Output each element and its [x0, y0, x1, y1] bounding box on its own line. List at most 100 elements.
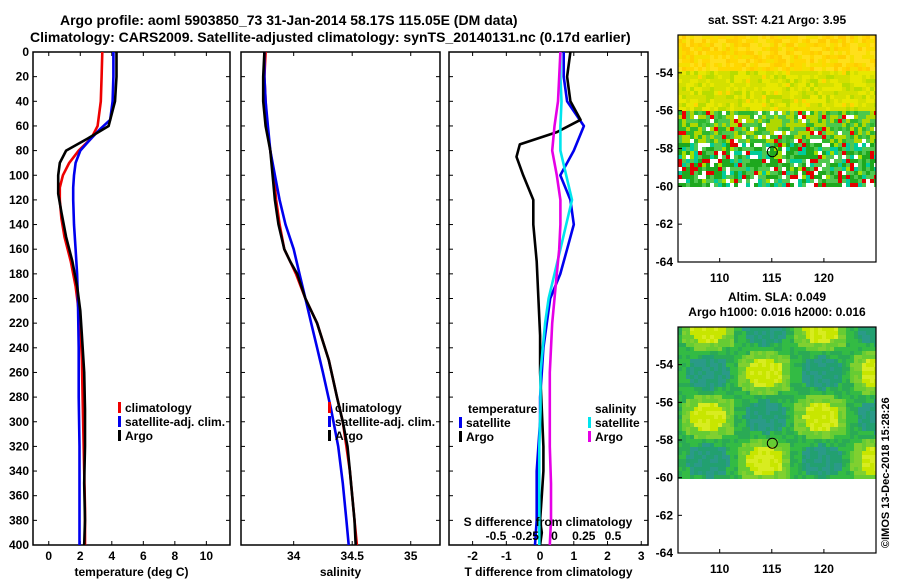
sst-pixel [682, 171, 686, 175]
sla-pixel [714, 387, 718, 391]
sst-pixel [722, 131, 726, 135]
sla-pixel [798, 331, 802, 335]
sla-pixel [778, 391, 782, 395]
sla-pixel [698, 387, 702, 391]
sst-pixel [794, 135, 798, 139]
sla-pixel [710, 335, 714, 339]
sla-pixel [778, 427, 782, 431]
sla-pixel [866, 387, 870, 391]
sst-pixel [810, 167, 814, 171]
sst-pixel [774, 71, 778, 75]
sst-pixel [814, 163, 818, 167]
sst-pixel [754, 175, 758, 179]
sla-pixel [706, 431, 710, 435]
sla-pixel [814, 435, 818, 439]
sst-pixel [806, 111, 810, 115]
sla-pixel [846, 423, 850, 427]
sla-pixel [862, 327, 866, 331]
sla-pixel [710, 411, 714, 415]
sla-pixel [790, 471, 794, 475]
sla-pixel [858, 451, 862, 455]
sla-pixel [846, 439, 850, 443]
sst-pixel [722, 159, 726, 163]
sla-pixel [822, 371, 826, 375]
sst-pixel [758, 55, 762, 59]
sst-pixel [738, 63, 742, 67]
sla-pixel [866, 439, 870, 443]
sla-pixel [870, 467, 874, 471]
sst-map-argo-marker [766, 146, 778, 158]
sla-pixel [698, 371, 702, 375]
sla-map-argo-marker [766, 437, 778, 449]
sla-pixel [854, 339, 858, 343]
sla-pixel [714, 475, 718, 479]
sst-pixel [714, 91, 718, 95]
sla-pixel [746, 367, 750, 371]
sla-pixel [750, 439, 754, 443]
sst-pixel [726, 135, 730, 139]
sla-pixel [722, 411, 726, 415]
sla-pixel [834, 371, 838, 375]
sst-pixel [722, 39, 726, 43]
sst-pixel [710, 63, 714, 67]
sst-pixel [782, 115, 786, 119]
legend-salinity-2-swatch [328, 430, 331, 441]
sst-pixel [694, 163, 698, 167]
sla-pixel [862, 399, 866, 403]
sla-pixel [858, 455, 862, 459]
sla-pixel [842, 335, 846, 339]
sst-pixel [686, 143, 690, 147]
sst-pixel [782, 167, 786, 171]
sla-pixel [822, 363, 826, 367]
sst-pixel [818, 143, 822, 147]
sst-pixel [702, 131, 706, 135]
sla-pixel [822, 459, 826, 463]
sst-pixel [770, 159, 774, 163]
sst-pixel [834, 75, 838, 79]
sst-pixel [758, 91, 762, 95]
sst-pixel [782, 43, 786, 47]
sla-pixel [866, 335, 870, 339]
sla-pixel [694, 359, 698, 363]
sst-pixel [814, 95, 818, 99]
sst-pixel [806, 171, 810, 175]
sst-pixel [794, 83, 798, 87]
sla-pixel [830, 463, 834, 467]
sla-pixel [694, 419, 698, 423]
sst-pixel [770, 119, 774, 123]
sst-pixel [714, 119, 718, 123]
sst-pixel [822, 83, 826, 87]
sla-pixel [770, 355, 774, 359]
sst-pixel [858, 143, 862, 147]
sla-pixel [794, 379, 798, 383]
sla-pixel [734, 331, 738, 335]
sst-pixel [870, 167, 874, 171]
sst-pixel [754, 167, 758, 171]
sst-pixel [794, 159, 798, 163]
sst-pixel [870, 143, 874, 147]
sla-pixel [734, 431, 738, 435]
sst-pixel [710, 75, 714, 79]
sst-pixel [870, 107, 874, 111]
sst-pixel [710, 47, 714, 51]
sla-pixel [726, 455, 730, 459]
sst-pixel [730, 103, 734, 107]
sst-pixel [786, 123, 790, 127]
sla-pixel [858, 371, 862, 375]
sst-pixel [846, 35, 850, 39]
sst-pixel [814, 175, 818, 179]
sla-pixel [686, 463, 690, 467]
sla-pixel [858, 355, 862, 359]
sla-pixel [726, 431, 730, 435]
sla-pixel [778, 351, 782, 355]
sst-pixel [862, 107, 866, 111]
sst-pixel [754, 135, 758, 139]
sst-pixel [862, 75, 866, 79]
sst-pixel [826, 43, 830, 47]
sst-pixel [718, 111, 722, 115]
sla-pixel [826, 443, 830, 447]
sst-pixel [714, 95, 718, 99]
sst-pixel [738, 139, 742, 143]
sst-pixel [834, 51, 838, 55]
sst-pixel [746, 163, 750, 167]
